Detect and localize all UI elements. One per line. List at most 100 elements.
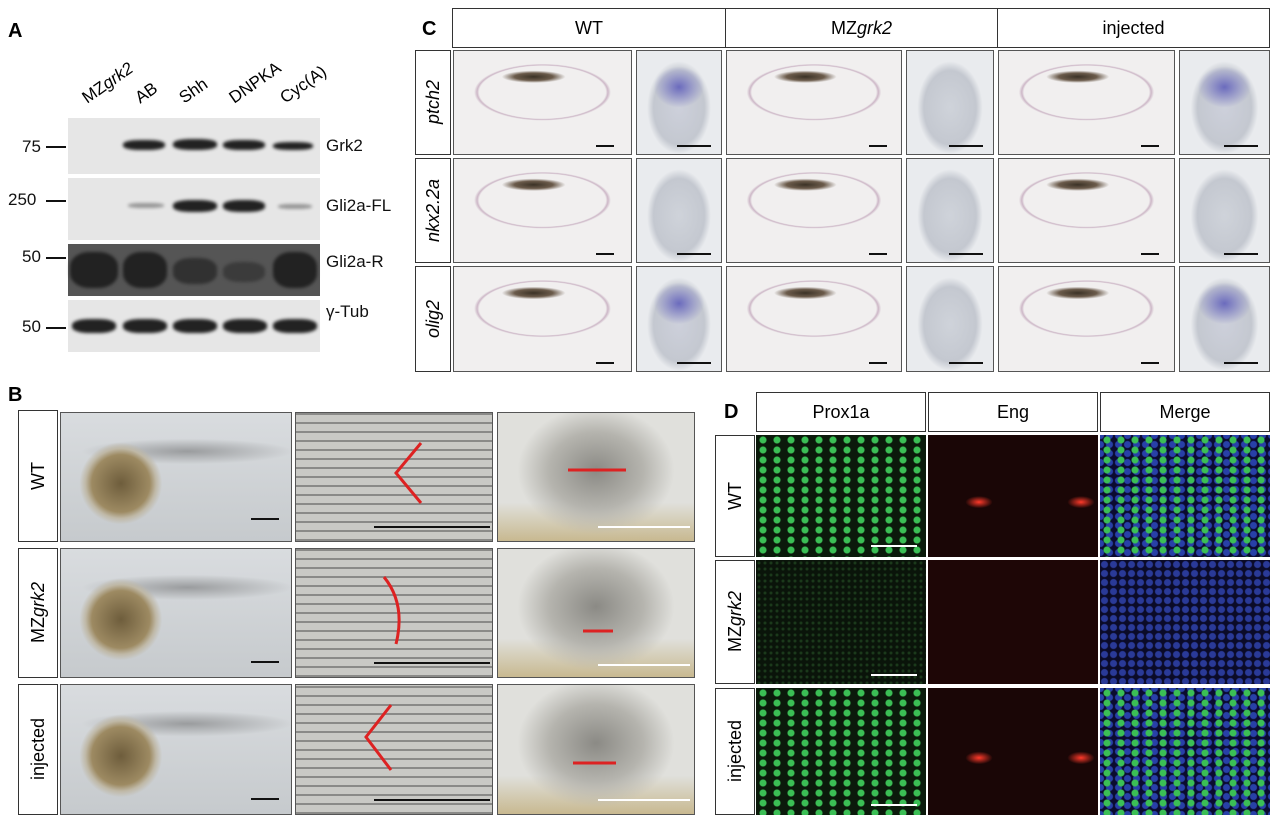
label-text: MZgrk2 [725, 591, 746, 652]
embryo-image [726, 158, 902, 263]
muscle-image [295, 684, 493, 815]
embryo-image [453, 266, 632, 372]
blot-band [223, 140, 265, 150]
scale-bar [871, 674, 917, 676]
band-label: Gli2a-R [326, 252, 384, 271]
blot [68, 118, 320, 174]
scale-bar [1141, 362, 1159, 364]
blot-band [123, 319, 167, 333]
scale-bar [677, 362, 711, 364]
row-label: MZgrk2 [715, 560, 755, 684]
scale-bar [374, 799, 490, 801]
scale-bar [374, 526, 490, 528]
column-header: Prox1a [756, 392, 926, 432]
marker-tick [46, 257, 66, 259]
scale-bar [949, 253, 983, 255]
scale-bar [869, 253, 887, 255]
embryo-image [998, 266, 1175, 372]
annotation-line [394, 442, 423, 504]
blot-band [173, 200, 217, 212]
scale-bar [1224, 253, 1258, 255]
scale-bar [598, 799, 690, 801]
section-image [906, 158, 994, 263]
section-image [1179, 266, 1270, 372]
marker-label: 50 [22, 247, 41, 266]
scale-bar [677, 145, 711, 147]
panel-letter: C [422, 18, 437, 40]
label-text: MZ [27, 617, 48, 644]
annotation [583, 629, 613, 633]
annotation [568, 468, 626, 472]
scale-bar [949, 362, 983, 364]
blot-band [173, 319, 217, 333]
annotation [573, 761, 616, 765]
fluorescence-image [756, 435, 926, 557]
panel-letter: D [724, 401, 739, 423]
marker-tick [46, 146, 66, 148]
label-text: nkx2.2a [422, 178, 443, 243]
row-label: WT [18, 410, 58, 542]
blot-band [223, 319, 267, 333]
scale-bar [251, 661, 279, 663]
scale-bar [871, 804, 917, 806]
scale-bar [374, 662, 490, 664]
scale-bar [949, 145, 983, 147]
label-text: grk2 [724, 591, 745, 627]
lane-label: Shh [175, 74, 212, 108]
fluorescence-image [928, 688, 1098, 815]
head-image [497, 412, 695, 542]
blot-band [123, 252, 167, 288]
column-header: MZ grk2 [725, 8, 998, 48]
annotation [394, 442, 423, 504]
label-text: ptch2 [422, 80, 443, 125]
marker-tick [46, 327, 66, 329]
label-text: injected [724, 720, 745, 783]
column-header: injected [997, 8, 1270, 48]
fluorescence-image [928, 435, 1098, 557]
scale-bar [1141, 145, 1159, 147]
fluorescence-image [1100, 688, 1270, 815]
section-image [906, 50, 994, 155]
section-image [636, 266, 722, 372]
blot-band [173, 258, 217, 284]
label-text: WT [27, 462, 48, 490]
blot-band [72, 319, 116, 333]
section-image [636, 158, 722, 263]
label-text: grk2 [27, 582, 48, 618]
row-label: nkx2.2a [415, 158, 451, 263]
fluorescence-image [1100, 560, 1270, 684]
scale-bar [251, 518, 279, 520]
scale-bar [869, 145, 887, 147]
scale-bar [596, 253, 614, 255]
muscle-image [295, 412, 493, 542]
label-text: WT [724, 482, 745, 510]
row-label: olig2 [415, 266, 451, 372]
marker-tick [46, 200, 66, 202]
label-text: injected [27, 718, 48, 781]
scale-bar [1141, 253, 1159, 255]
embryo-image [726, 50, 902, 155]
row-label: ptch2 [415, 50, 451, 155]
scale-bar [596, 145, 614, 147]
muscle-image [295, 548, 493, 678]
label-text: MZ [724, 626, 745, 653]
embryo-image [453, 50, 632, 155]
column-header: Merge [1100, 392, 1270, 432]
lane-label: Cyc(A) [276, 61, 330, 108]
marker-label: 75 [22, 137, 41, 156]
blot-band [70, 252, 118, 288]
blot-band [273, 142, 313, 150]
blot-band [123, 140, 165, 150]
embryo-image [453, 158, 632, 263]
band-label: γ-Tub [326, 302, 369, 321]
label-text: grk2 [856, 17, 892, 38]
blot [68, 300, 320, 352]
scale-bar [871, 545, 917, 547]
scale-bar [677, 253, 711, 255]
row-label: MZgrk2 [18, 548, 58, 678]
blot-band [173, 139, 217, 150]
blot-band [278, 204, 312, 209]
blot-band [223, 200, 265, 212]
row-label: injected [18, 684, 58, 815]
